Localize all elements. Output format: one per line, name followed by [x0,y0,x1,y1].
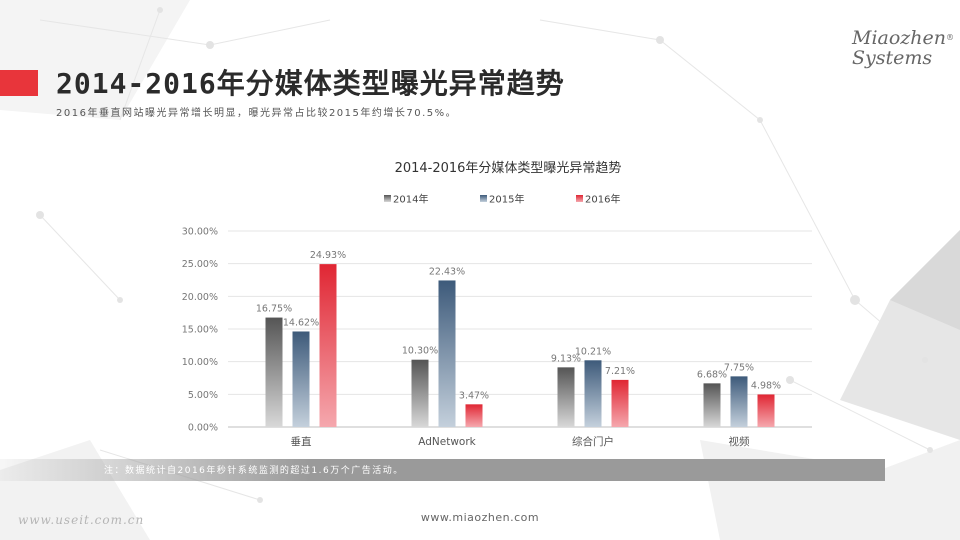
data-label: 24.93% [310,250,346,261]
x-tick-label: AdNetwork [418,436,476,448]
legend-swatch [384,195,391,202]
x-tick-label: 垂直 [291,435,312,448]
bar [319,264,337,427]
data-label: 16.75% [256,304,292,315]
y-axis-ticks: 0.00% 5.00% 10.00% 15.00% 20.00% 25.00% 30.00% [182,227,218,434]
watermark: www.useit.com.cn [18,513,145,527]
bar [757,394,775,427]
y-tick-label: 25.00% [182,259,218,270]
data-label: 22.43% [429,266,465,277]
bar [292,331,310,427]
data-label: 6.68% [697,369,727,380]
page-title: 2014-2016年分媒体类型曝光异常趋势 [56,67,565,100]
data-label: 7.21% [605,366,635,377]
footer-url: www.miaozhen.com [420,511,540,524]
data-label: 10.21% [575,346,611,357]
bar [557,367,575,427]
bar [611,379,629,427]
bar [584,360,602,427]
data-label: 7.75% [724,362,754,373]
bar [265,317,283,427]
y-tick-label: 20.00% [182,292,218,303]
data-label: 10.30% [402,346,438,357]
chart-legend: 2014年 2015年 2016年 [384,193,620,206]
legend-label: 2016年 [585,193,620,206]
y-tick-label: 10.00% [182,357,218,368]
y-tick-label: 30.00% [182,227,218,238]
bar [465,404,483,427]
chart-bars [265,264,775,427]
data-label: 4.98% [751,380,781,391]
logo-line-2: Systems [852,47,933,69]
y-tick-label: 0.00% [188,423,218,434]
legend-label: 2014年 [393,193,428,206]
x-tick-label: 视频 [729,435,750,448]
title-accent-bar [0,70,38,96]
y-tick-label: 5.00% [188,390,218,401]
bar [438,280,456,427]
footnote: 注：数据统计自2016年秒针系统监测的超过1.6万个广告活动。 [104,466,404,476]
bar [703,383,721,427]
data-label: 3.47% [459,390,489,401]
legend-swatch [480,195,487,202]
x-axis-ticks: 垂直 AdNetwork 综合门户 视频 [291,435,750,448]
y-tick-label: 15.00% [182,325,218,336]
page-subtitle: 2016年垂直网站曝光异常增长明显，曝光异常占比较2015年约增长70.5%。 [56,108,458,119]
data-label: 14.62% [283,317,319,328]
legend-swatch [576,195,583,202]
bar [411,359,429,427]
data-label: 9.13% [551,353,581,364]
bar [730,376,748,427]
legend-label: 2015年 [489,193,524,206]
x-tick-label: 综合门户 [572,435,614,448]
miaozhen-logo: Miaozhen® Systems [852,27,955,69]
logo-line-1: Miaozhen® [852,27,955,49]
chart-data-labels: 16.75% 14.62% 24.93% 10.30% 22.43% 3.47% 9.13%… [256,250,781,401]
note-bar [0,459,885,481]
chart-title: 2014-2016年分媒体类型曝光异常趋势 [395,160,622,176]
